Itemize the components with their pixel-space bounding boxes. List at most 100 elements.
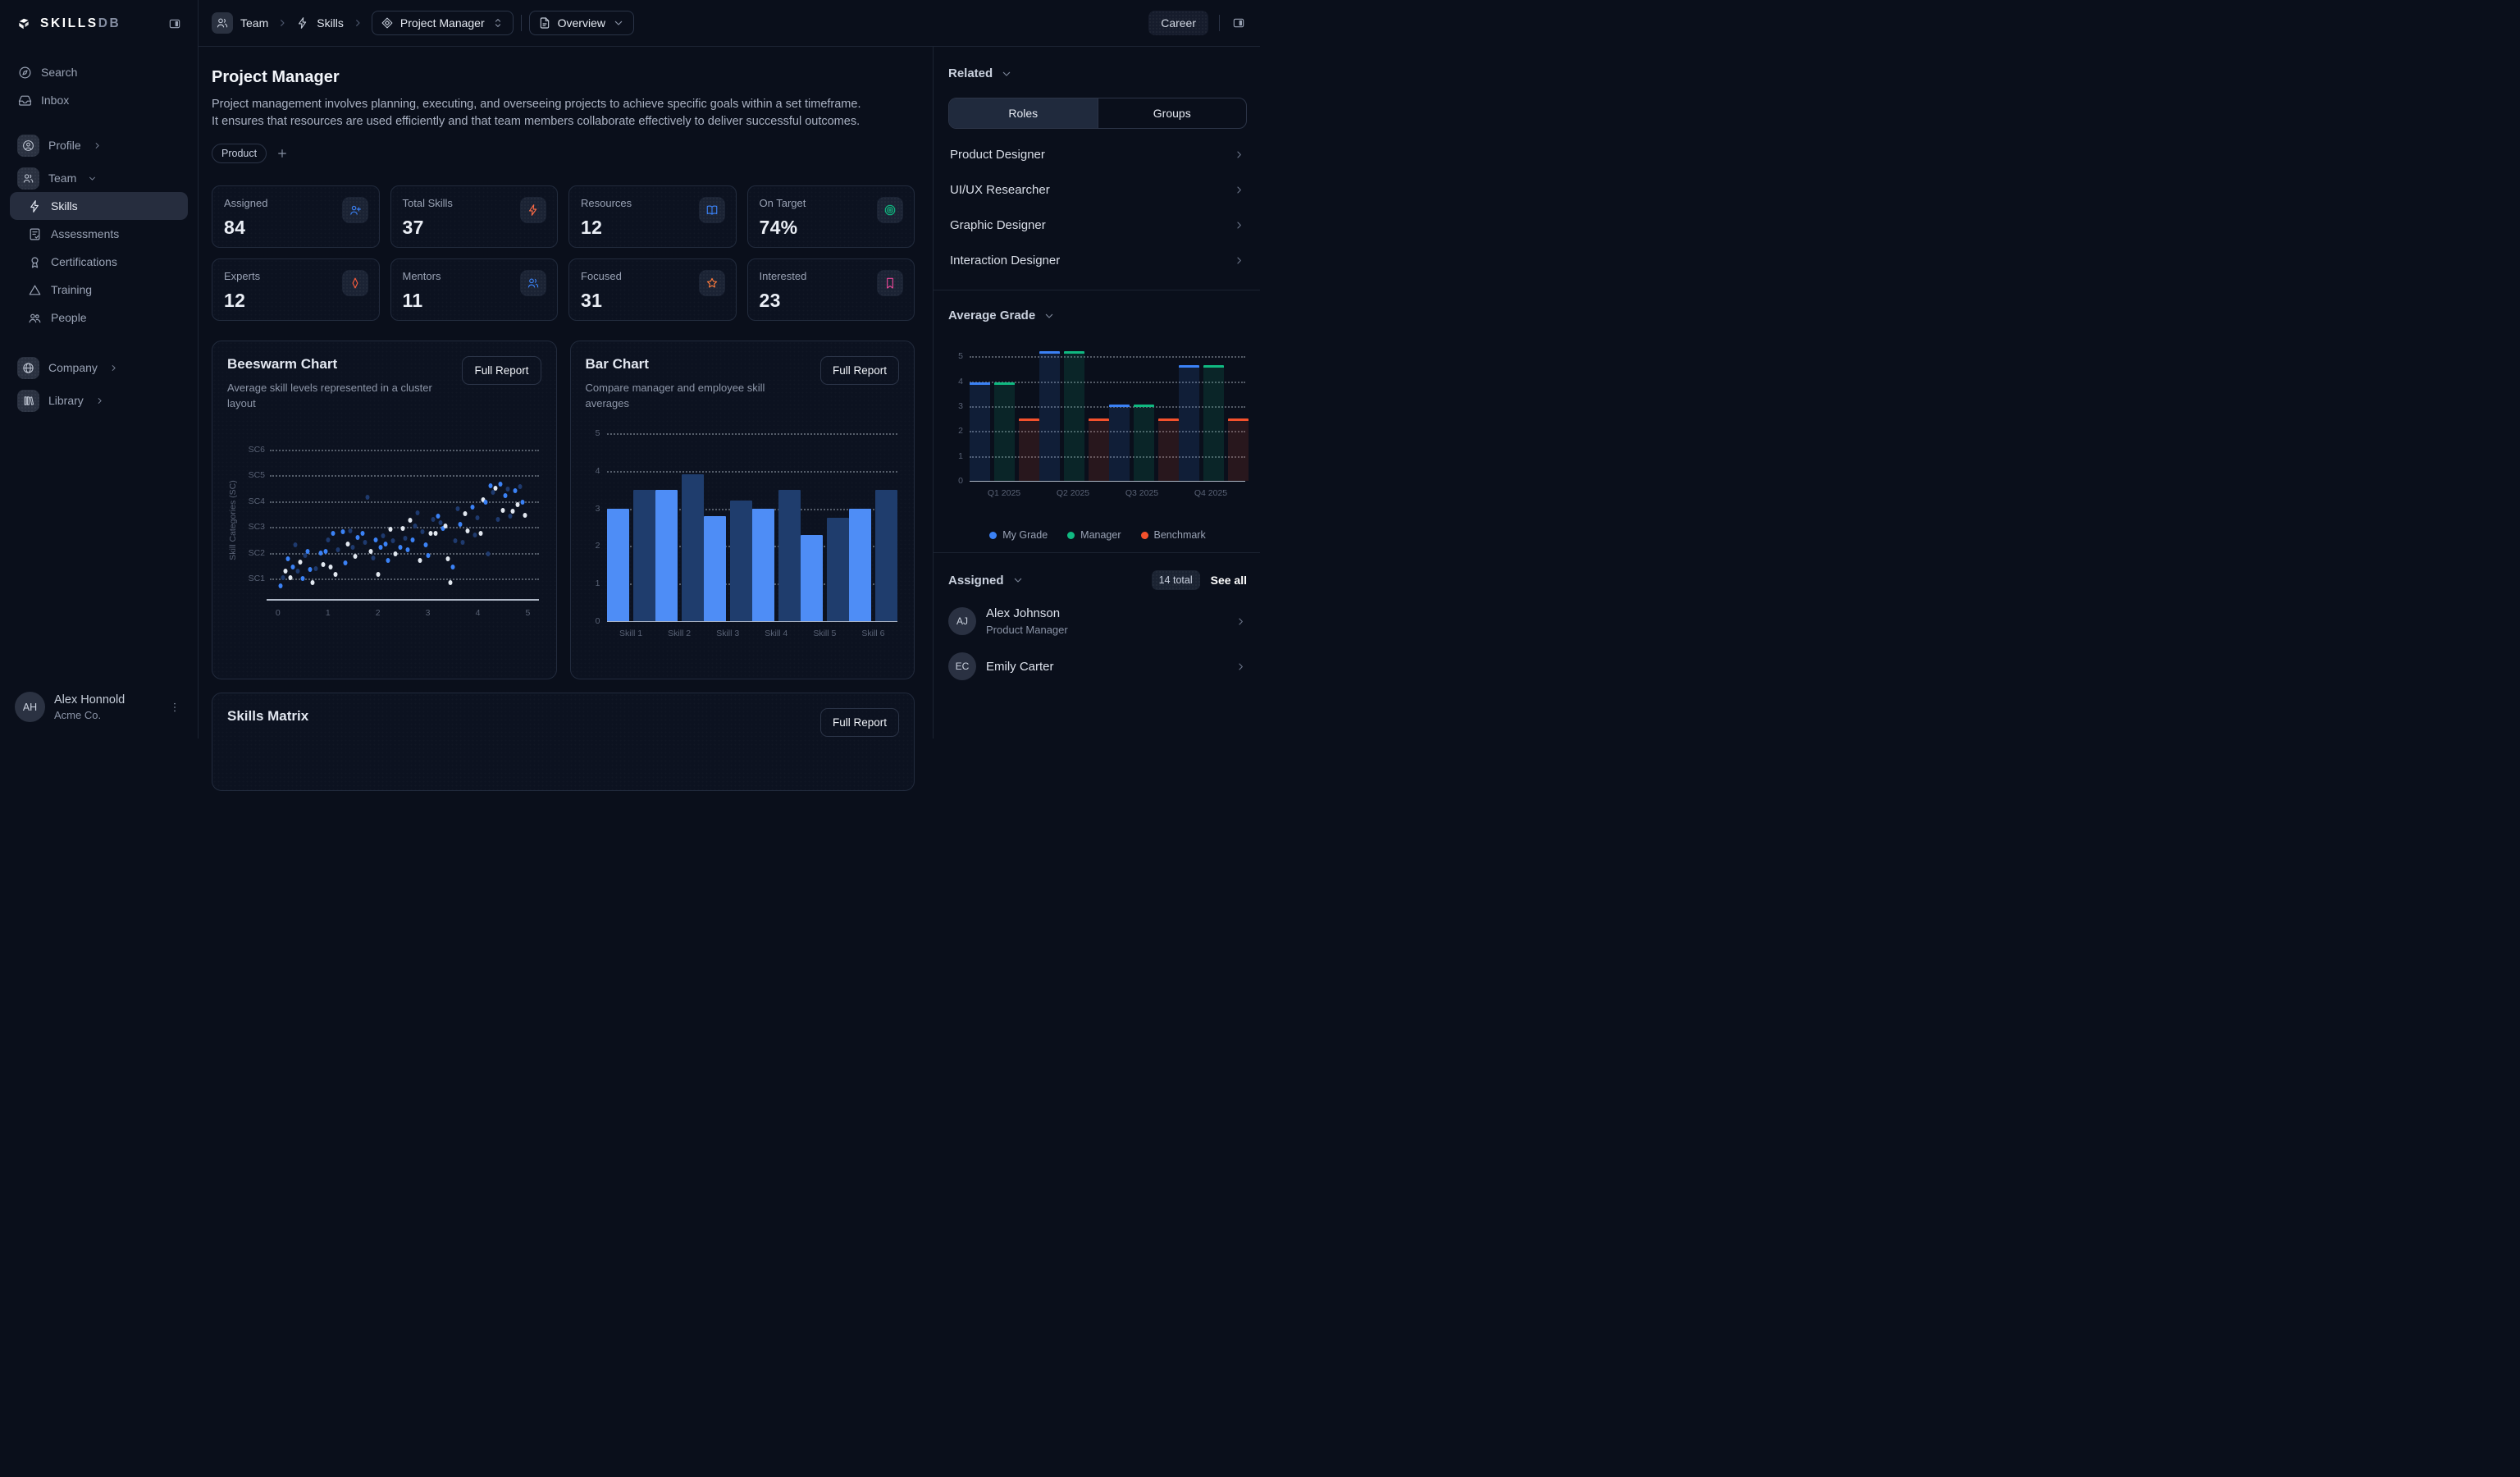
charts-row: Beeswarm Chart Average skill levels repr…: [212, 340, 915, 679]
y-tick-label: 3: [595, 503, 600, 514]
bar-full-report-button[interactable]: Full Report: [819, 355, 899, 385]
tag-product[interactable]: Product: [212, 143, 267, 163]
skills-matrix-card: Skills Matrix Full Report: [212, 692, 915, 791]
sidebar-item-people[interactable]: People: [10, 304, 188, 332]
breadcrumb-team-icon[interactable]: [212, 12, 233, 34]
chevron-down-icon: [1011, 574, 1025, 587]
sidebar-item-company[interactable]: Company: [10, 354, 188, 382]
assigned-header-toggle[interactable]: Assigned: [948, 574, 1025, 588]
related-role-product-designer[interactable]: Product Designer: [948, 137, 1247, 172]
person-name: Alex Johnson: [986, 606, 1061, 620]
stat-card-experts[interactable]: Experts 12: [212, 258, 380, 321]
page-title: Project Manager: [212, 68, 340, 86]
sidebar-subnav: Skills Assessments Certifications Training P…: [10, 192, 188, 332]
x-axis-line: [267, 599, 539, 601]
scatter-dot: [376, 572, 381, 578]
sidebar-item-assessments[interactable]: Assessments: [10, 220, 188, 248]
bar-my-grade: [1179, 364, 1199, 481]
sidebar-item-team[interactable]: Team: [10, 164, 188, 192]
y-tick-label: 1: [958, 450, 963, 461]
sidebar-item-profile[interactable]: Profile: [10, 131, 188, 159]
beeswarm-chart-card: Beeswarm Chart Average skill levels repr…: [212, 340, 557, 679]
x-tick-label: Skill 2: [668, 628, 692, 638]
sidebar-user-card[interactable]: AH Alex Honnold Acme Co.: [10, 680, 188, 738]
diamond-icon: [349, 277, 362, 290]
sidebar-item-training[interactable]: Training: [10, 276, 188, 304]
sidebar-item-library[interactable]: Library: [10, 386, 188, 414]
scatter-dot: [298, 559, 303, 565]
sidebar-item-search[interactable]: Search: [10, 58, 188, 86]
stat-card-focused[interactable]: Focused 31: [568, 258, 737, 321]
skills-matrix-title: Skills Matrix: [227, 707, 309, 724]
tab-roles[interactable]: Roles: [949, 98, 1098, 128]
stat-card-resources[interactable]: Resources 12: [568, 185, 737, 248]
bar-group-3: [1109, 344, 1179, 481]
user-name: Alex Honnold: [54, 693, 126, 706]
chevron-right-icon: [94, 396, 105, 406]
view-select[interactable]: Overview: [528, 11, 634, 35]
related-section-header[interactable]: Related: [948, 66, 1247, 80]
gridline-SC1: [270, 578, 539, 581]
scatter-dot: [426, 552, 431, 558]
y-tick-label: 2: [958, 426, 963, 437]
scatter-dot: [433, 530, 438, 536]
breadcrumb-item-skills[interactable]: Skills: [317, 16, 344, 30]
scatter-dot: [326, 537, 331, 542]
assigned-section-header: Assigned 14 total See all: [948, 570, 1247, 590]
bar-manager: [778, 489, 801, 621]
scatter-dot: [300, 576, 305, 582]
bookmark-icon: [883, 277, 897, 290]
scatter-dot: [305, 549, 310, 555]
scatter-dot: [318, 550, 323, 556]
y-tick-label: SC4: [248, 496, 265, 506]
scatter-dot: [398, 545, 403, 551]
gridline-1: [970, 455, 1245, 458]
related-role-interaction-designer[interactable]: Interaction Designer: [948, 243, 1247, 278]
x-tick-label: 3: [425, 607, 431, 618]
nav-spacer: [10, 414, 188, 419]
profile-icon: [22, 139, 34, 152]
sidebar-collapse-button[interactable]: [167, 16, 183, 32]
career-button[interactable]: Career: [1148, 11, 1208, 35]
scatter-dot: [336, 547, 340, 553]
breadcrumb-item-team[interactable]: Team: [240, 16, 269, 30]
legend-item-benchmark: Benchmark: [1140, 529, 1206, 541]
right-panel-toggle-button[interactable]: [1230, 15, 1247, 31]
assigned-person-emily-carter[interactable]: EC Emily Carter: [948, 652, 1247, 680]
tab-groups[interactable]: Groups: [1097, 98, 1247, 128]
scatter-dot: [283, 568, 288, 574]
see-all-link[interactable]: See all: [1210, 574, 1247, 587]
sidebar-item-inbox[interactable]: Inbox: [10, 86, 188, 114]
sidebar-item-skills[interactable]: Skills: [10, 192, 188, 220]
bar-employee: [655, 489, 678, 621]
stat-card-assigned[interactable]: Assigned 84: [212, 185, 380, 248]
page-description: Project management involves planning, ex…: [212, 98, 861, 129]
gridline-1: [606, 583, 897, 586]
scatter-dot: [515, 502, 520, 508]
stat-card-total-skills[interactable]: Total Skills 37: [390, 185, 558, 248]
beeswarm-full-report-button[interactable]: Full Report: [462, 355, 541, 385]
average-grade-section-header[interactable]: Average Grade: [948, 309, 1247, 322]
legend-item-my-grade: My Grade: [989, 529, 1048, 541]
bar-manager: [729, 501, 752, 621]
bar-group-2: [1039, 344, 1109, 481]
stat-card-interested[interactable]: Interested 23: [746, 258, 915, 321]
role-select[interactable]: Project Manager: [371, 11, 514, 35]
chevron-right-icon: [108, 363, 119, 373]
scatter-dot: [310, 579, 315, 585]
scatter-dot: [350, 545, 355, 551]
related-role-ui-ux-researcher[interactable]: UI/UX Researcher: [948, 172, 1247, 208]
role-label: Interaction Designer: [950, 254, 1061, 268]
related-role-graphic-designer[interactable]: Graphic Designer: [948, 208, 1247, 243]
bar-benchmark: [1089, 418, 1109, 481]
stat-card-on-target[interactable]: On Target 74%: [746, 185, 915, 248]
chevron-down-icon: [612, 16, 625, 30]
matrix-full-report-button[interactable]: Full Report: [819, 707, 899, 737]
add-tag-button[interactable]: [276, 147, 289, 160]
legend-dot: [989, 531, 998, 539]
assigned-person-alex-johnson[interactable]: AJ Alex Johnson Product Manager: [948, 606, 1247, 636]
user-menu-button[interactable]: [167, 699, 183, 716]
sidebar-item-label: Library: [48, 394, 84, 407]
sidebar-item-certifications[interactable]: Certifications: [10, 248, 188, 276]
stat-card-mentors[interactable]: Mentors 11: [390, 258, 558, 321]
